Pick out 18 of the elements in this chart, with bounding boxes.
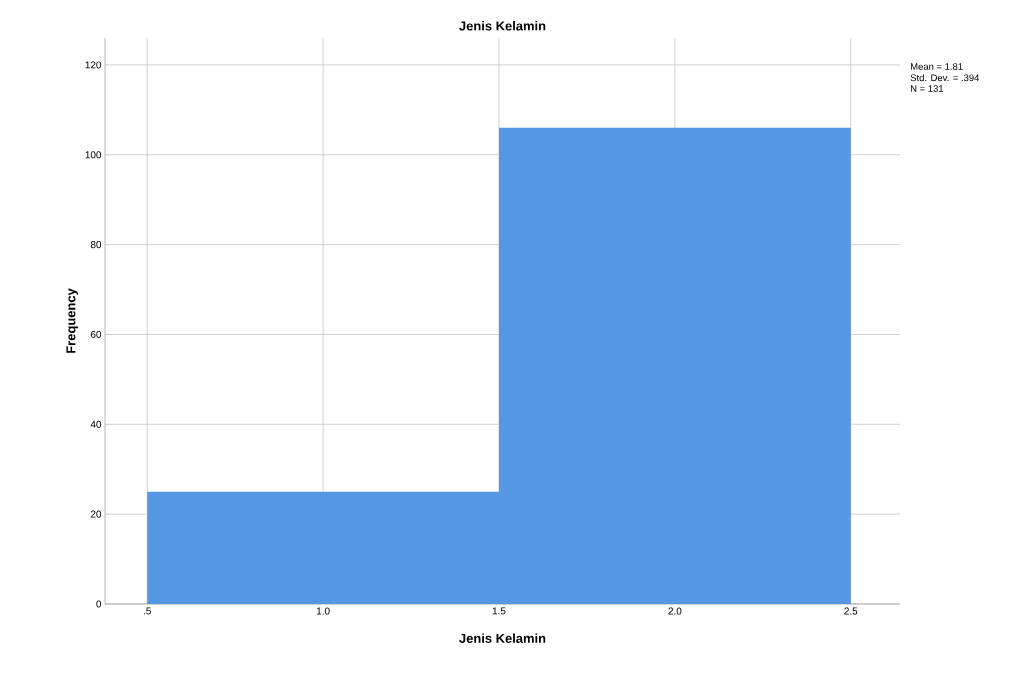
y-tick-label: 100 bbox=[85, 151, 102, 159]
x-tick-label: 1.5 bbox=[492, 607, 506, 615]
y-tick-label: 60 bbox=[90, 330, 102, 338]
y-tick-label: 80 bbox=[90, 241, 102, 249]
x-tick-label: .5 bbox=[143, 607, 151, 615]
chart-title: Jenis Kelamin bbox=[459, 20, 546, 31]
text: N = 131 bbox=[910, 85, 944, 92]
y-tick-label: 120 bbox=[85, 61, 102, 69]
x-tick-label: 1.0 bbox=[316, 607, 330, 615]
y-tick-label: 40 bbox=[90, 420, 102, 428]
y-tick-label: 20 bbox=[90, 510, 102, 518]
x-axis-title: Jenis Kelamin bbox=[459, 633, 546, 643]
text: Std. Dev. = .394 bbox=[910, 74, 980, 82]
y-axis-title: Frequency bbox=[66, 288, 79, 353]
x-tick-label: 2.5 bbox=[844, 607, 858, 615]
y-tick-label: 0 bbox=[96, 600, 102, 608]
x-tick-label: 2.0 bbox=[668, 607, 682, 615]
text: Mean = 1.81 bbox=[910, 63, 963, 70]
